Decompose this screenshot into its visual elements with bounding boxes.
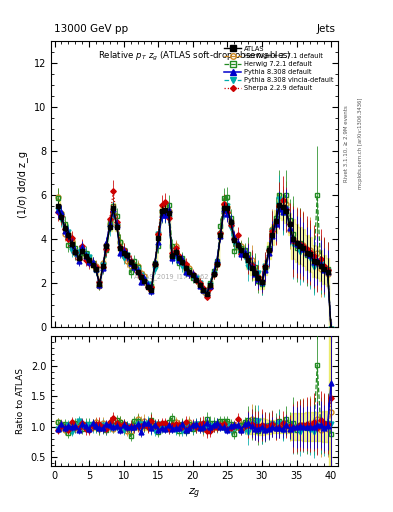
Text: ATLAS_2019_I1772062: ATLAS_2019_I1772062: [134, 274, 209, 281]
Text: Jets: Jets: [316, 24, 335, 34]
Text: mcplots.cern.ch [arXiv:1306.3436]: mcplots.cern.ch [arXiv:1306.3436]: [358, 98, 363, 189]
Text: 13000 GeV pp: 13000 GeV pp: [54, 24, 128, 34]
X-axis label: $z_g$: $z_g$: [188, 486, 201, 501]
Text: Relative $p_T$ $z_g$ (ATLAS soft-drop observables): Relative $p_T$ $z_g$ (ATLAS soft-drop ob…: [98, 50, 291, 62]
Y-axis label: Ratio to ATLAS: Ratio to ATLAS: [16, 368, 25, 434]
Text: Rivet 3.1.10, ≥ 2.9M events: Rivet 3.1.10, ≥ 2.9M events: [344, 105, 349, 182]
Legend: ATLAS, Herwig++ 2.7.1 default, Herwig 7.2.1 default, Pythia 8.308 default, Pythi: ATLAS, Herwig++ 2.7.1 default, Herwig 7.…: [223, 45, 335, 92]
Y-axis label: (1/σ) dσ/d z_g: (1/σ) dσ/d z_g: [17, 151, 28, 218]
